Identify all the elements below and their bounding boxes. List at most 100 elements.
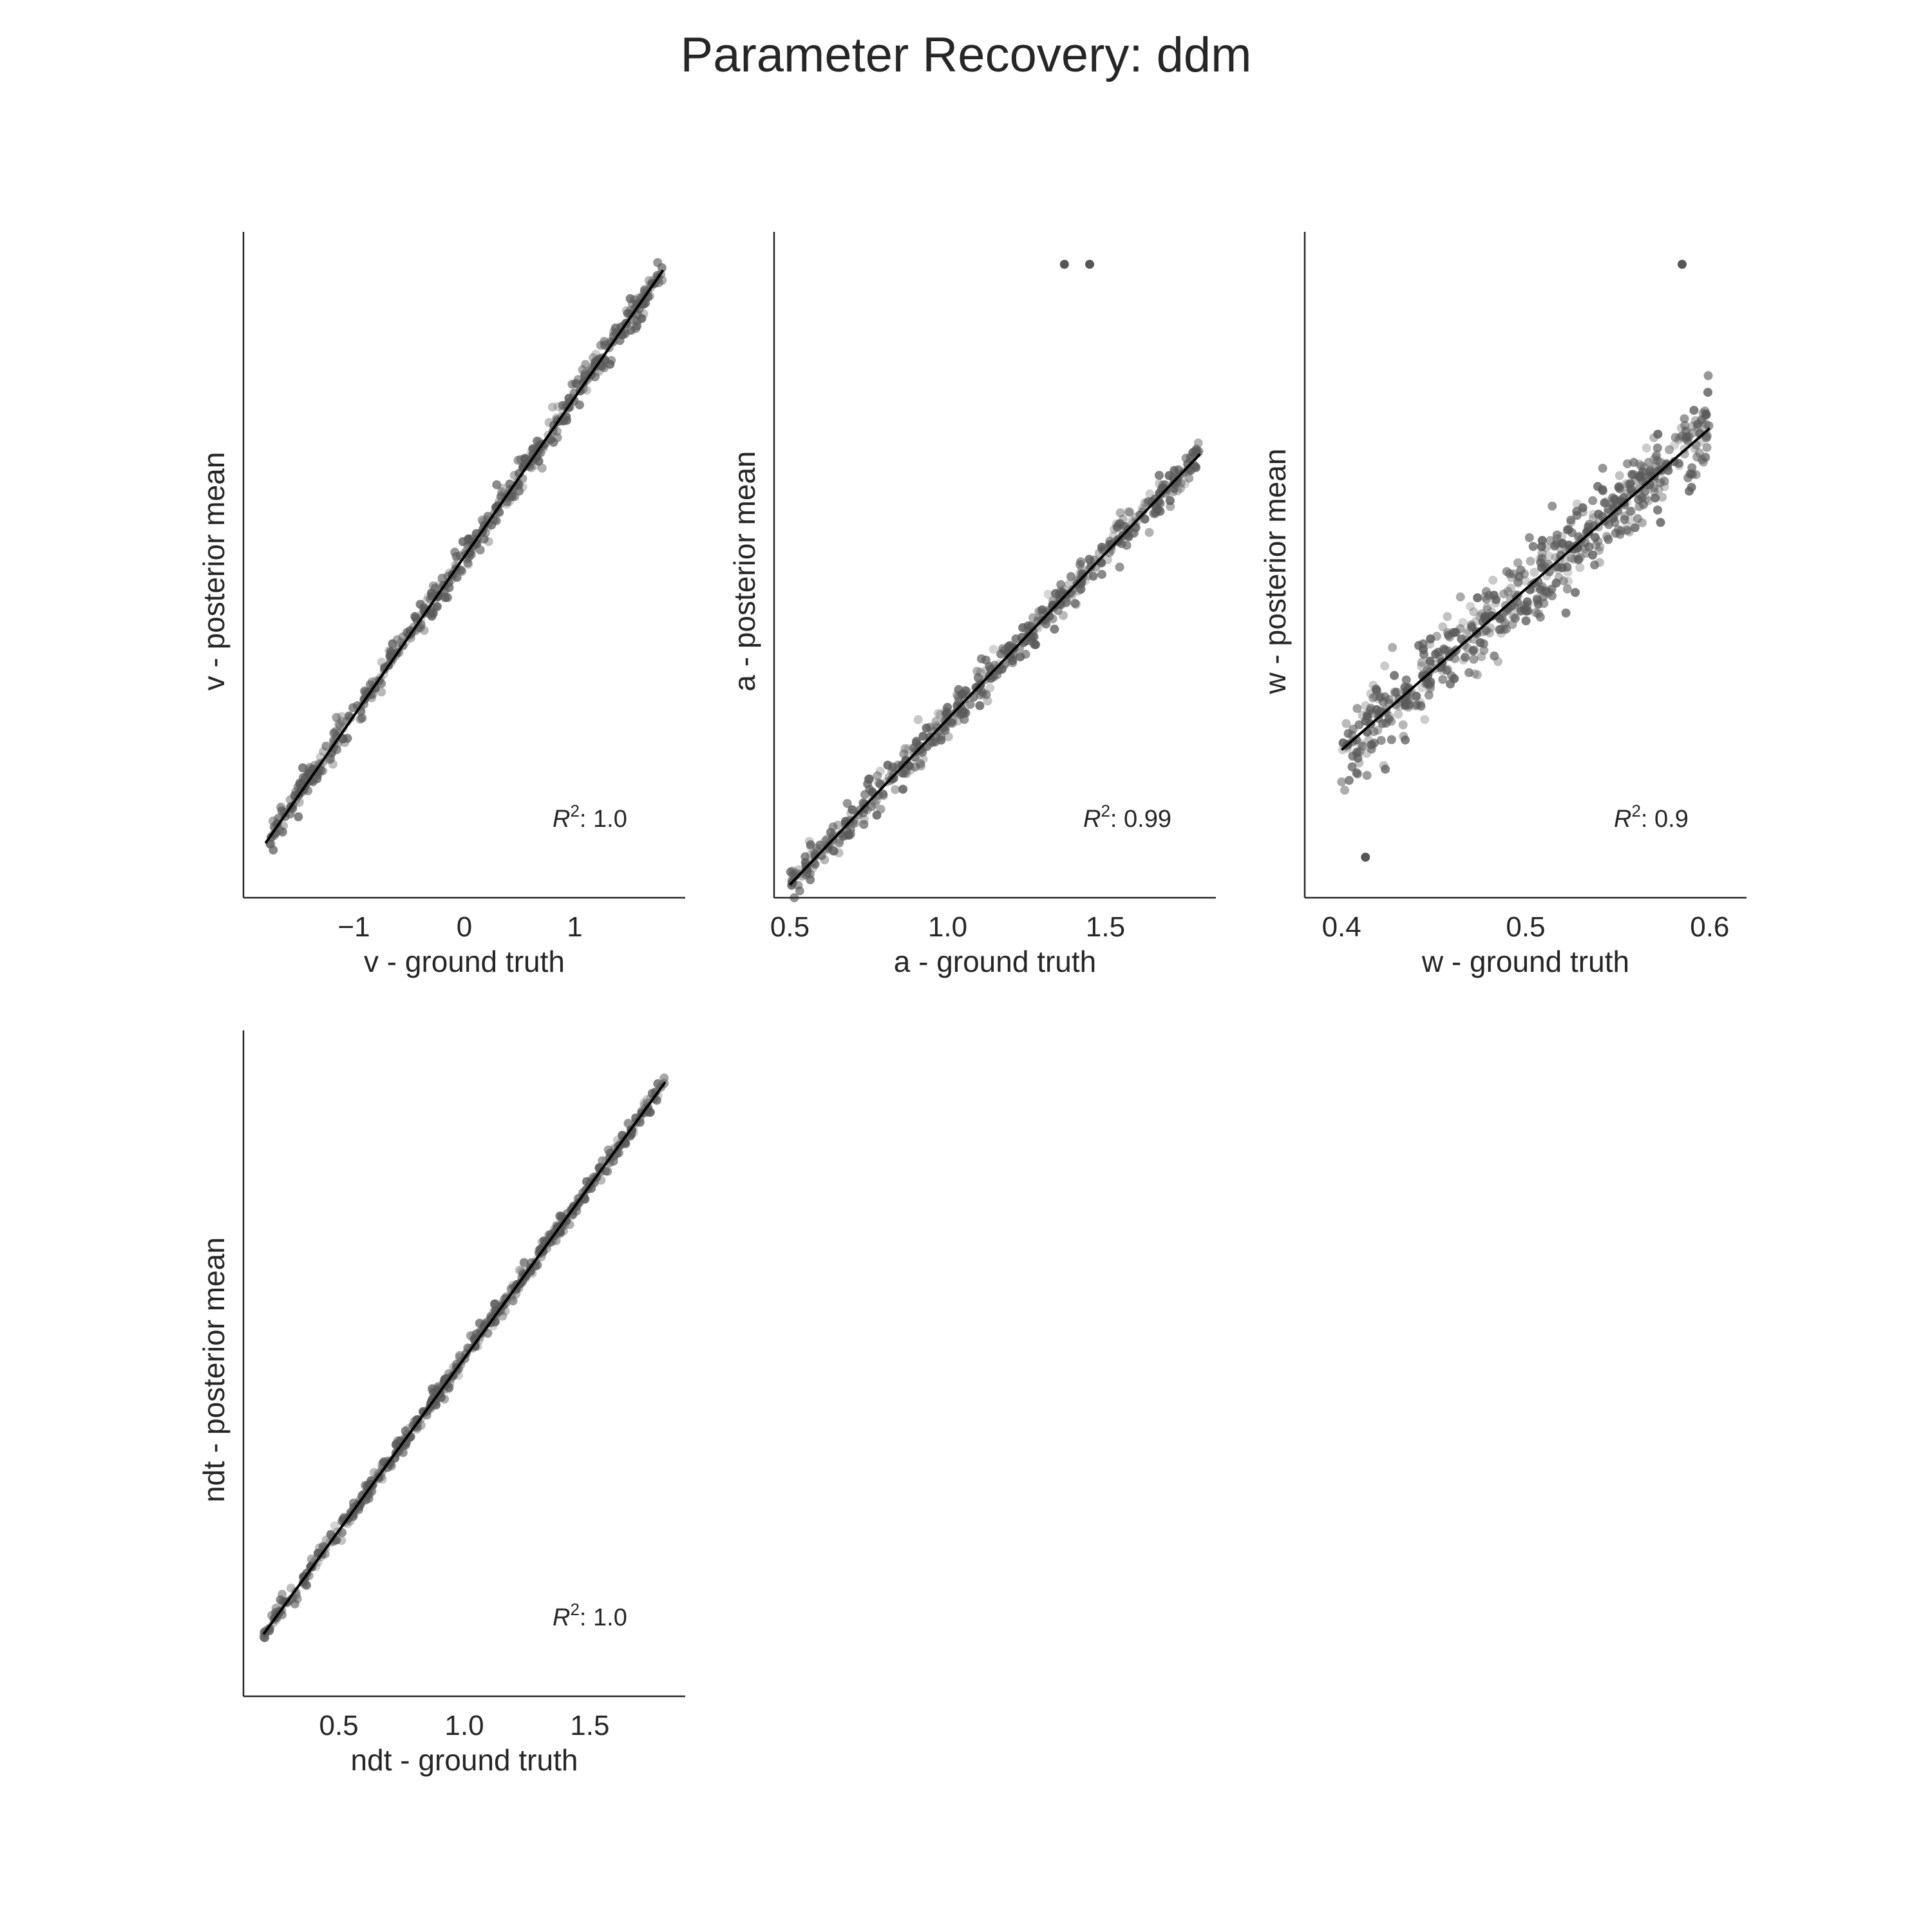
scatter-point: [1680, 421, 1690, 430]
scatter-point: [1380, 661, 1390, 671]
scatter-point: [1598, 464, 1607, 473]
scatter-point: [377, 658, 386, 667]
x-tick-label: 0.5: [1506, 911, 1545, 943]
scatter-point: [1548, 591, 1557, 601]
scatter-point: [954, 685, 963, 694]
scatter-point: [1122, 540, 1132, 550]
scatter-point: [1444, 630, 1454, 640]
scatter-point: [547, 402, 557, 412]
scatter-point: [1649, 487, 1659, 497]
scatter-point: [1687, 482, 1696, 492]
scatter-point: [1477, 652, 1486, 661]
scatter-point: [1594, 545, 1604, 555]
scatter-point: [1128, 528, 1138, 538]
scatter-point: [334, 719, 344, 728]
x-tick-label: 0: [457, 911, 472, 943]
r2-annotation: R2: 0.99: [1083, 801, 1171, 833]
scatter-point: [1124, 507, 1133, 516]
scatter-point: [1482, 594, 1492, 604]
scatter-point: [646, 1108, 655, 1117]
scatter-point: [1636, 461, 1646, 471]
scatter-point: [1457, 634, 1466, 644]
scatter-point: [989, 645, 998, 654]
scatter-point: [1459, 640, 1469, 650]
scatter-point: [321, 741, 331, 751]
scatter-point: [867, 802, 876, 811]
scatter-point: [294, 812, 303, 822]
scatter-point: [841, 831, 850, 840]
scatter-point: [1473, 670, 1482, 679]
scatter-point: [1367, 744, 1376, 754]
scatter-point: [806, 840, 815, 849]
scatter-point: [528, 444, 538, 453]
scatter-point: [842, 799, 852, 808]
y-axis-label: a - posterior mean: [728, 451, 761, 691]
scatter-point: [1598, 486, 1607, 495]
scatter-point: [1506, 583, 1515, 593]
scatter-point: [1548, 501, 1557, 511]
scatter-point: [1340, 786, 1349, 795]
scatter-point: [891, 785, 900, 795]
r2-annotation: R2: 1.0: [553, 1600, 627, 1631]
scatter-point: [1600, 498, 1609, 507]
scatter-point: [326, 753, 335, 762]
scatter-point: [1571, 588, 1580, 597]
scatter-point: [898, 784, 908, 794]
scatter-point: [848, 805, 857, 815]
scatter-point: [1112, 522, 1122, 532]
panel-v: −1 0 1v - ground truth v - posterior mean R2…: [197, 232, 685, 978]
r2-annotation: R2: 0.9: [1614, 801, 1689, 833]
scatter-point: [1088, 571, 1098, 581]
scatter-point: [802, 864, 812, 873]
scatter-point: [1113, 523, 1122, 533]
scatter-point: [1347, 762, 1357, 772]
scatter-point: [332, 745, 341, 755]
scatter-point: [846, 825, 855, 835]
scatter-point: [428, 609, 438, 618]
scatter-point: [1654, 465, 1664, 475]
scatter-point: [578, 365, 587, 375]
scatter-point: [1658, 493, 1667, 502]
scatter-point: [933, 708, 943, 718]
scatter-point: [285, 795, 295, 804]
scatter-point: [451, 552, 461, 561]
scatter-point: [1575, 563, 1585, 573]
r2-annotation: R2: 1.0: [553, 801, 627, 833]
scatter-point: [1630, 523, 1640, 533]
scatter-point: [1692, 420, 1702, 429]
x-tick-label: −1: [337, 911, 370, 943]
scatter-point: [1463, 629, 1472, 639]
scatter-point: [1124, 532, 1133, 542]
scatter-point: [1625, 507, 1635, 516]
scatter-point: [562, 415, 571, 425]
scatter-point: [865, 784, 875, 794]
scatter-point: [440, 592, 450, 602]
scatter-point: [1562, 562, 1572, 572]
scatter-point: [836, 829, 846, 838]
scatter-point: [1398, 720, 1408, 730]
scatter-point: [1490, 651, 1499, 661]
panel-a: 0.5 1.0 1.5a - ground truth a - posterior m…: [728, 232, 1216, 978]
scatter-point: [1573, 555, 1583, 565]
scatter-point: [537, 463, 547, 473]
scatter-point: [392, 635, 402, 645]
scatter-point: [1692, 452, 1701, 462]
scatter-point: [1473, 593, 1482, 603]
scatter-point: [1431, 649, 1441, 659]
scatter-point: [1381, 764, 1390, 774]
scatter-point: [1358, 741, 1367, 751]
scatter-point: [1371, 685, 1381, 694]
scatter-point: [916, 745, 925, 755]
x-axis-label: v - ground truth: [364, 945, 565, 978]
scatter-point: [1369, 727, 1379, 737]
scatter-point: [1438, 622, 1448, 632]
y-axis-label: w - posterior mean: [1258, 449, 1292, 695]
scatter-point: [1488, 575, 1498, 585]
scatter-point: [1623, 459, 1632, 469]
scatter-point: [1495, 625, 1504, 634]
scatter-point: [1401, 675, 1411, 685]
scatter-point: [1059, 611, 1068, 620]
scatter-point: [1070, 598, 1080, 608]
scatter-point: [1394, 710, 1403, 719]
scatter-point: [1578, 503, 1587, 513]
